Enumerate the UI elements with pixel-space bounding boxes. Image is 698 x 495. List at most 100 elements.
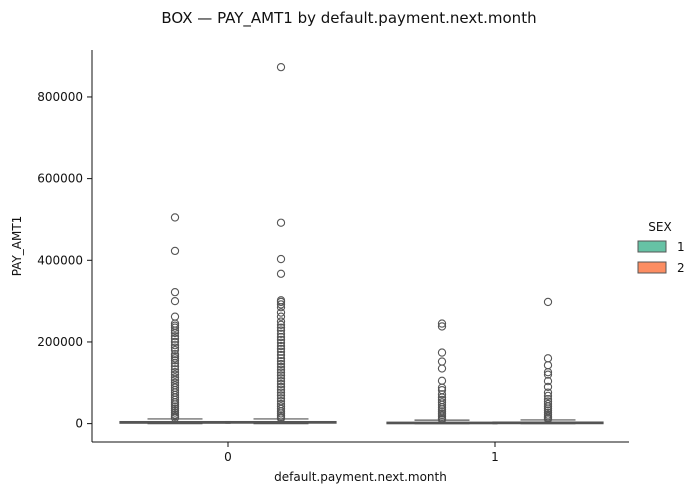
outlier-point <box>276 347 286 356</box>
outlier-point <box>170 365 180 374</box>
outlier-point <box>543 391 553 401</box>
outlier-point <box>276 323 286 332</box>
y-tick-label: 600000 <box>37 172 83 186</box>
outlier-point <box>276 308 286 317</box>
outlier-point <box>170 213 180 222</box>
outlier-point <box>276 404 286 414</box>
legend-swatch-1 <box>637 240 667 253</box>
outlier-point <box>170 287 180 297</box>
outlier-point <box>276 63 286 72</box>
y-axis-label: PAY_AMT1 <box>10 216 24 277</box>
outlier-point <box>276 335 286 345</box>
outlier-point <box>276 269 286 278</box>
outlier-point <box>276 365 286 374</box>
x-axis-label: default.payment.next.month <box>274 470 447 484</box>
outlier-point <box>170 323 180 332</box>
outlier-point <box>170 375 180 385</box>
outlier-point <box>437 400 447 409</box>
outlier-point <box>543 361 553 370</box>
outlier-point <box>437 319 447 328</box>
outlier-point <box>170 337 180 347</box>
outlier-point <box>276 377 286 386</box>
y-tick-label: 400000 <box>37 253 83 267</box>
outlier-point <box>437 322 447 331</box>
legend-label-2: 2 <box>677 261 685 275</box>
outlier-point <box>276 317 286 326</box>
legend-label-1: 1 <box>677 240 685 254</box>
outlier-point <box>276 350 286 360</box>
outlier-point <box>170 326 180 335</box>
outlier-point <box>543 388 553 397</box>
outlier-point <box>170 370 180 379</box>
outlier-point <box>437 383 447 392</box>
outlier-point <box>276 359 286 369</box>
outlier-point <box>276 368 286 377</box>
outlier-point <box>170 345 180 355</box>
box-sex-2-cat-1 <box>492 297 604 425</box>
y-axis-ticks: 0 200000 400000 600000 800000 <box>37 90 92 431</box>
plot-area <box>119 63 604 425</box>
outlier-point <box>170 341 180 350</box>
outlier-point <box>170 334 180 343</box>
outlier-point <box>170 356 180 365</box>
outlier-point <box>170 395 180 405</box>
outlier-point <box>276 397 286 406</box>
outlier-point <box>170 368 180 377</box>
outlier-point <box>170 362 180 371</box>
outlier-point <box>437 376 447 385</box>
y-tick-label: 800000 <box>37 90 83 104</box>
outlier-point <box>276 297 286 307</box>
box-sex-2-cat-0 <box>225 63 337 425</box>
outlier-point <box>276 218 286 227</box>
outlier-point <box>437 390 447 399</box>
y-tick-label: 0 <box>75 417 83 431</box>
legend-swatch-2 <box>637 261 667 274</box>
outlier-point <box>276 338 286 347</box>
outlier-point <box>276 300 286 309</box>
outlier-point <box>543 377 553 386</box>
y-tick-label: 200000 <box>37 335 83 349</box>
x-tick-label: 0 <box>224 450 232 464</box>
outlier-point <box>170 246 180 256</box>
outlier-point <box>543 297 553 307</box>
outlier-point <box>276 374 286 383</box>
box-sex-1-cat-1 <box>386 319 498 425</box>
outlier-point <box>276 371 286 380</box>
outlier-point <box>437 357 447 366</box>
outlier-point <box>276 303 286 312</box>
outlier-point <box>276 362 286 372</box>
outlier-point <box>170 373 180 382</box>
outlier-point <box>276 356 286 366</box>
outlier-point <box>276 326 286 335</box>
legend-title: SEX <box>648 220 671 234</box>
outlier-point <box>276 344 286 354</box>
outlier-point <box>276 388 286 397</box>
outlier-point <box>276 391 286 400</box>
outlier-point <box>437 348 447 357</box>
outlier-point <box>276 312 286 321</box>
outlier-point <box>276 341 286 351</box>
outlier-point <box>276 385 286 394</box>
outlier-point <box>276 332 286 342</box>
outlier-point <box>276 254 286 264</box>
outlier-point <box>170 328 180 338</box>
outlier-point <box>543 368 553 377</box>
outlier-point <box>170 312 180 321</box>
outlier-point <box>276 329 286 338</box>
outlier-point <box>170 359 180 368</box>
outlier-point <box>170 296 180 306</box>
x-tick-label: 1 <box>491 450 499 464</box>
outlier-point <box>543 370 553 379</box>
outlier-point <box>276 394 286 403</box>
outlier-point <box>276 354 286 363</box>
outlier-point <box>276 320 286 329</box>
box-sex-1-cat-0 <box>119 213 231 425</box>
outlier-point <box>170 332 180 341</box>
chart-title: BOX — PAY_AMT1 by default.payment.next.m… <box>161 9 537 27</box>
outlier-point <box>437 364 447 373</box>
legend: SEX 1 2 <box>637 220 685 275</box>
outlier-point <box>543 399 553 409</box>
outlier-point <box>276 382 286 392</box>
